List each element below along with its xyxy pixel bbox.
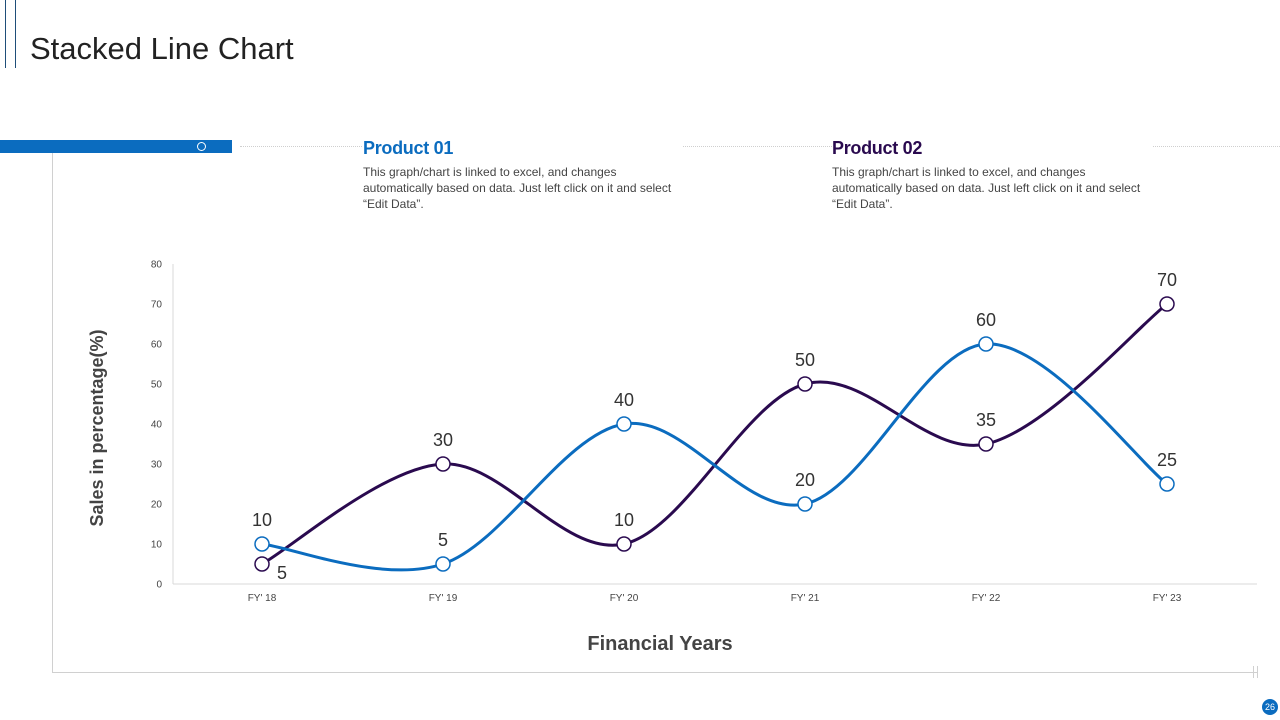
series-2-point	[978, 436, 994, 452]
page-number: 26	[1262, 699, 1278, 715]
y-tick-label: 50	[151, 380, 163, 391]
y-tick-label: 0	[156, 580, 162, 591]
series-2-point	[435, 456, 451, 472]
series-2-point	[254, 556, 270, 572]
y-tick-label: 40	[151, 420, 163, 431]
series-1-point	[978, 336, 994, 352]
series-1-point	[435, 556, 451, 572]
accent-line-1	[5, 0, 6, 68]
series-2-point	[1159, 296, 1175, 312]
x-tick-label: FY' 23	[1153, 593, 1182, 604]
y-tick-label: 20	[151, 500, 163, 511]
y-tick-label: 60	[151, 340, 163, 351]
series-2-point	[797, 376, 813, 392]
page-title: Stacked Line Chart	[30, 31, 294, 66]
series-line-2	[260, 302, 1169, 566]
product-02-block: Product 02 This graph/chart is linked to…	[832, 138, 1152, 212]
series-1-data-label: 5	[438, 530, 448, 550]
series-1-data-label: 10	[252, 510, 272, 530]
product-01-block: Product 01 This graph/chart is linked to…	[363, 138, 683, 212]
series-line-1	[260, 342, 1169, 572]
product-02-title: Product 02	[832, 138, 933, 159]
frame-left-border	[52, 153, 53, 673]
series-2-data-label: 5	[277, 563, 287, 583]
series-2-data-label: 35	[976, 410, 996, 430]
y-tick-label: 70	[151, 300, 163, 311]
y-tick-label: 30	[151, 460, 163, 471]
series-1-point	[616, 416, 632, 432]
y-axis-label: Sales in percentage(%)	[87, 329, 107, 526]
product-01-title: Product 01	[363, 138, 464, 159]
series-2-data-label: 10	[614, 510, 634, 530]
dotted-divider	[240, 146, 1280, 147]
accent-line-2	[15, 0, 16, 68]
series-1-point	[797, 496, 813, 512]
accent-bar-circle	[197, 142, 206, 151]
accent-bar	[0, 140, 232, 153]
frame-end-mark-2	[1257, 666, 1258, 678]
product-02-description: This graph/chart is linked to excel, and…	[832, 165, 1141, 211]
y-tick-label: 80	[151, 260, 163, 271]
y-tick-label: 10	[151, 540, 163, 551]
frame-bottom-border	[52, 672, 1258, 673]
x-tick-label: FY' 20	[610, 593, 639, 604]
product-01-description: This graph/chart is linked to excel, and…	[363, 165, 672, 211]
frame-end-mark-1	[1253, 666, 1254, 678]
series-1-data-label: 20	[795, 470, 815, 490]
series-2-point	[616, 536, 632, 552]
series-2-data-label: 30	[433, 430, 453, 450]
series-1-data-label: 60	[976, 310, 996, 330]
x-tick-label: FY' 18	[248, 593, 277, 604]
x-tick-label: FY' 21	[791, 593, 820, 604]
x-axis-label: Financial Years	[587, 633, 732, 655]
x-tick-label: FY' 22	[972, 593, 1001, 604]
series-1-point	[254, 536, 270, 552]
series-2-data-label: 50	[795, 350, 815, 370]
series-1-point	[1159, 476, 1175, 492]
x-tick-label: FY' 19	[429, 593, 458, 604]
series-2-data-label: 70	[1157, 270, 1177, 290]
series-1-data-label: 25	[1157, 450, 1177, 470]
series-1-data-label: 40	[614, 390, 634, 410]
